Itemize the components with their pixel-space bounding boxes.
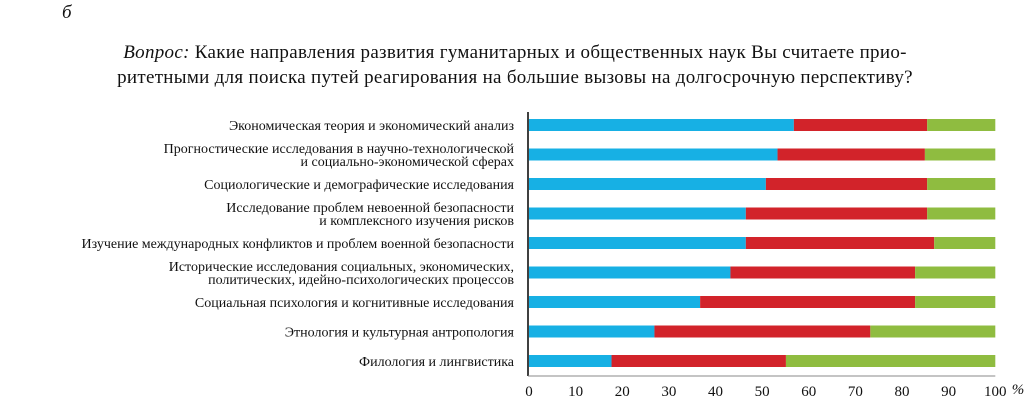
x-tick-label: 30 [661,384,676,400]
x-tick-label: 100 [984,384,1007,400]
category-label-line: Исследование проблем невоенной безопасно… [226,201,514,216]
bar-segment-2 [793,119,928,131]
category-label: Прогностические исследования в научно-те… [164,142,515,170]
category-label-line: Экономическая теория и экономический ана… [229,119,515,134]
x-tick-label: 60 [801,384,816,400]
bar-segment-1 [529,325,655,338]
category-label-line: Социальная психология и когнитивные иссл… [195,296,515,311]
bar-segment-3 [927,178,996,190]
bar-segment-3 [927,207,996,220]
question-line-2: ритетными для поиска путей реагирования … [117,67,913,88]
category-label-line: Филология и лингвистика [359,355,515,370]
category-label-line: Социологические и демографические исслед… [204,178,514,193]
category-label: Филология и лингвистика [359,355,515,370]
x-tick-label: 40 [708,384,723,400]
bar-segment-3 [915,296,996,308]
category-label: Изучение международных конфликтов и проб… [82,237,515,252]
bar-segment-3 [934,237,996,249]
panel-label: б [62,2,72,23]
question-line-1: Какие направления развития гуманитарных … [194,42,907,63]
category-label-line: и социально-экономической сферах [300,155,514,170]
x-tick-label: 50 [755,384,770,400]
bar-segment-2 [700,296,916,308]
category-label: Социальная психология и когнитивные иссл… [195,296,515,311]
category-label-line: и комплексного изучения рисков [319,214,514,229]
x-tick-label: 70 [848,384,863,400]
bar-segment-1 [529,266,731,279]
bar-segment-2 [654,325,871,338]
category-label: Социологические и демографические исслед… [204,178,514,193]
bar-segment-2 [730,266,916,279]
x-tick-label: 10 [568,384,583,400]
x-unit-label: % [1012,382,1025,398]
category-label-line: Исторические исследования социальных, эк… [169,260,514,275]
bar-segment-1 [529,207,746,220]
bar-segment-3 [870,325,996,338]
bar-segment-3 [785,355,996,367]
category-label: Исследование проблем невоенной безопасно… [226,201,514,229]
bar-segment-3 [924,148,996,161]
bar-segment-1 [529,148,778,161]
bar-segment-1 [529,237,746,249]
x-tick-label: 20 [615,384,630,400]
category-label-line: Изучение международных конфликтов и проб… [82,237,515,252]
bar-segment-1 [529,355,612,367]
bar-segment-3 [927,119,996,131]
question-prefix: Вопрос: [123,42,190,63]
bar-segment-3 [915,266,996,279]
bar-segment-1 [529,178,766,190]
x-tick-label: 0 [525,384,533,400]
x-tick-label: 90 [941,384,956,400]
bar-segment-2 [745,207,928,220]
bar-segment-1 [529,119,794,131]
category-label-line: политических, идейно-психологических про… [208,273,514,288]
bar-segment-1 [529,296,701,308]
bar-segment-2 [611,355,786,367]
bar-segment-2 [777,148,925,161]
x-tick-label: 80 [895,384,910,400]
bar-segment-2 [745,237,935,249]
category-label-line: Этнология и культурная антропология [285,326,515,341]
category-label: Исторические исследования социальных, эк… [169,260,515,288]
category-label: Экономическая теория и экономический ана… [229,119,515,134]
category-label-line: Прогностические исследования в научно-те… [164,142,515,157]
bar-segment-2 [765,178,928,190]
chart-title: Вопрос: Какие направления развития гуман… [40,40,990,90]
category-label: Этнология и культурная антропология [285,326,515,341]
